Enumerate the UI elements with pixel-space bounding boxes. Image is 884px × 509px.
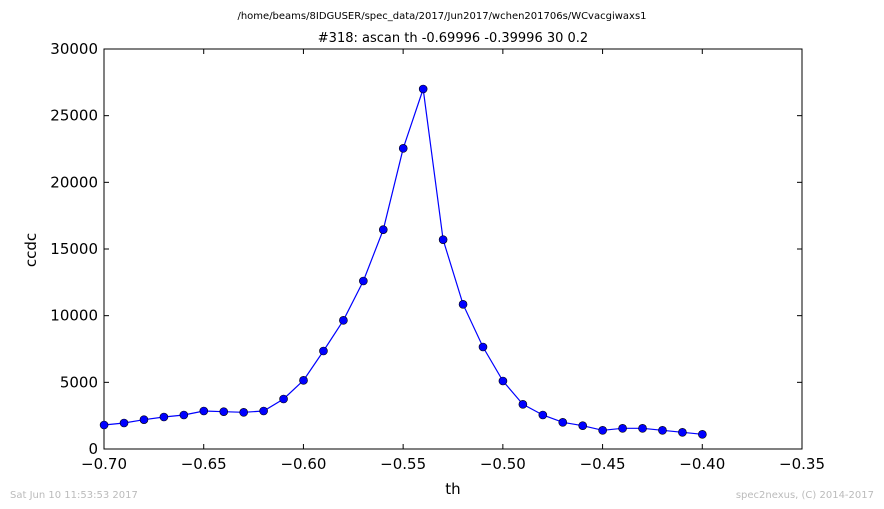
data-point: [239, 408, 248, 417]
data-point: [339, 316, 348, 325]
data-point: [438, 235, 448, 244]
data-point: [359, 276, 368, 286]
data-point: [199, 406, 209, 416]
data-point: [598, 426, 607, 435]
data-point: [558, 418, 568, 427]
data-point: [658, 426, 667, 435]
data-point: [119, 418, 129, 428]
data-point: [578, 421, 588, 430]
y-tick-label: 5000: [60, 373, 98, 391]
y-tick-label: 15000: [50, 240, 98, 258]
chart-suptitle: /home/beams/8IDGUSER/spec_data/2017/Jun2…: [237, 11, 646, 22]
y-tick-label: 10000: [50, 307, 98, 325]
y-tick-label: 0: [88, 440, 98, 458]
data-point: [478, 342, 488, 352]
series-line: [104, 88, 703, 435]
y-tick-label: 30000: [50, 40, 98, 58]
x-tick-label: −0.55: [380, 455, 426, 473]
x-axis-label: th: [445, 480, 460, 498]
data-point: [518, 400, 528, 409]
x-tick-label: −0.35: [779, 455, 825, 473]
data-point: [458, 300, 468, 309]
data-point: [159, 412, 169, 422]
series-layer: [99, 84, 707, 439]
y-axis-label: ccdc: [22, 233, 40, 267]
y-tick-label: 25000: [50, 107, 98, 125]
data-point: [398, 144, 408, 153]
plot-frame: [103, 48, 803, 450]
data-point: [378, 225, 388, 234]
data-point: [418, 84, 428, 94]
data-point: [678, 428, 687, 437]
data-point: [279, 394, 288, 404]
data-point: [259, 406, 268, 416]
x-tick-label: −0.65: [181, 455, 227, 473]
data-point: [498, 376, 508, 386]
data-point: [638, 424, 647, 433]
data-point: [299, 376, 308, 385]
x-tick-label: −0.45: [580, 455, 626, 473]
x-tick-label: −0.70: [81, 455, 127, 473]
data-point: [99, 420, 109, 430]
data-point: [538, 410, 548, 420]
tick-layer: −0.70 −0.65 −0.60 −0.55 −0.50 −0.45 −0.40 −0.35…: [50, 40, 825, 473]
footer-credit: spec2nexus, (C) 2014-2017: [736, 490, 874, 501]
x-tick-label: −0.40: [679, 455, 725, 473]
data-point: [319, 346, 328, 356]
y-tick-label: 20000: [50, 173, 98, 191]
x-tick-label: −0.50: [480, 455, 526, 473]
x-tick-label: −0.60: [280, 455, 326, 473]
data-point: [698, 430, 707, 439]
data-point: [179, 410, 189, 420]
data-point: [219, 407, 229, 416]
chart-title: #318: ascan th -0.69996 -0.39996 30 0.2: [318, 31, 588, 46]
plot-area: −0.70 −0.65 −0.60 −0.55 −0.50 −0.45 −0.40 −0.35…: [50, 40, 825, 473]
data-point: [139, 415, 149, 424]
data-point: [618, 424, 627, 433]
footer-timestamp: Sat Jun 10 11:53:53 2017: [10, 490, 138, 501]
